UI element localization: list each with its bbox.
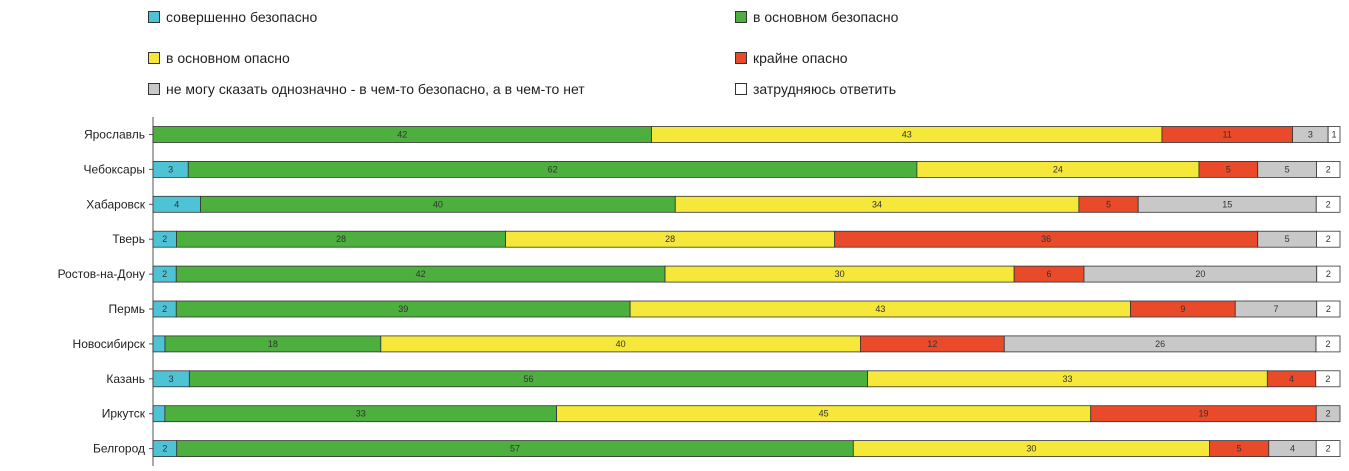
data-label: 45	[819, 409, 829, 419]
data-label: 43	[902, 130, 912, 140]
data-label: 18	[268, 339, 278, 349]
data-label: 5	[1226, 164, 1231, 174]
category-label: Казань	[106, 372, 145, 386]
data-label: 4	[1290, 444, 1295, 454]
data-label: 28	[665, 234, 675, 244]
data-label: 28	[336, 234, 346, 244]
data-label: 40	[433, 199, 443, 209]
data-label: 2	[1326, 304, 1331, 314]
data-label: 5	[1285, 234, 1290, 244]
data-label: 2	[1326, 444, 1331, 454]
bar-segment	[1316, 160, 1341, 178]
bar-segment	[1316, 230, 1341, 248]
data-label: 42	[397, 130, 407, 140]
data-label: 33	[356, 409, 366, 419]
data-label: 36	[1041, 234, 1051, 244]
legend-label: не могу сказать однозначно - в чем-то бе…	[166, 81, 585, 97]
data-label: 34	[872, 199, 882, 209]
category-label: Пермь	[109, 302, 145, 316]
data-label: 42	[416, 269, 426, 279]
data-label: 62	[548, 164, 558, 174]
legend-label: крайне опасно	[753, 50, 848, 66]
legend-item: совершенно безопасно	[148, 9, 317, 25]
category-label: Белгород	[93, 442, 145, 456]
legend-label: в основном опасно	[166, 50, 290, 66]
data-label: 20	[1195, 269, 1205, 279]
category-label: Новосибирск	[73, 337, 146, 351]
legend-item: в основном безопасно	[735, 9, 898, 25]
data-label: 9	[1180, 304, 1185, 314]
bar-segment	[1315, 405, 1341, 423]
bar-segment	[1315, 370, 1341, 388]
legend-item: не могу сказать однозначно - в чем-то бе…	[148, 81, 585, 97]
category-label: Иркутск	[102, 407, 146, 421]
data-label: 2	[1326, 409, 1331, 419]
data-label: 5	[1106, 199, 1111, 209]
data-label: 24	[1053, 164, 1063, 174]
data-label: 43	[875, 304, 885, 314]
legend-swatch	[148, 11, 160, 23]
legend-swatch	[735, 11, 747, 23]
data-label: 3	[168, 164, 173, 174]
data-label: 2	[162, 444, 167, 454]
bar-segment	[1315, 440, 1341, 458]
data-label: 2	[1326, 339, 1331, 349]
data-label: 2	[162, 304, 167, 314]
bar-segment	[1315, 195, 1341, 213]
data-label: 5	[1237, 444, 1242, 454]
data-label: 19	[1198, 409, 1208, 419]
legend-item: затрудняюсь ответить	[735, 81, 896, 97]
data-label: 30	[1026, 444, 1036, 454]
data-label: 2	[1325, 374, 1330, 384]
bar-segment	[1316, 300, 1341, 318]
data-label: 33	[1062, 374, 1072, 384]
data-label: 12	[927, 339, 937, 349]
bar-segment	[152, 335, 166, 353]
category-label: Ярославль	[84, 128, 145, 142]
category-label: Тверь	[112, 232, 145, 246]
data-label: 3	[169, 374, 174, 384]
bar-segment	[1315, 335, 1341, 353]
legend-label: в основном безопасно	[753, 9, 899, 25]
legend-swatch	[148, 83, 160, 95]
data-label: 4	[1289, 374, 1294, 384]
legend-label: совершенно безопасно	[166, 9, 318, 25]
legend-swatch	[148, 52, 160, 64]
category-label: Хабаровск	[86, 197, 146, 211]
data-label: 2	[1326, 199, 1331, 209]
data-label: 15	[1222, 199, 1232, 209]
data-label: 5	[1285, 164, 1290, 174]
legend-label: затрудняюсь ответить	[753, 81, 897, 97]
data-label: 2	[1326, 234, 1331, 244]
data-label: 26	[1155, 339, 1165, 349]
data-label: 2	[1326, 164, 1331, 174]
data-label: 57	[510, 444, 520, 454]
legend-swatch	[735, 52, 747, 64]
data-label: 39	[398, 304, 408, 314]
legend: совершенно безопасно в основном безопасно…	[0, 0, 1349, 110]
category-label: Ростов-на-Дону	[58, 267, 145, 281]
bar-segment	[152, 405, 166, 423]
legend-item: крайне опасно	[735, 50, 848, 66]
data-label: 6	[1047, 269, 1052, 279]
legend-swatch	[735, 83, 747, 95]
data-label: 56	[523, 374, 533, 384]
data-label: 11	[1223, 130, 1232, 140]
data-label: 2	[162, 269, 167, 279]
data-label: 30	[835, 269, 845, 279]
data-label: 40	[616, 339, 626, 349]
bar-segment	[1327, 126, 1341, 143]
category-label: Чебоксары	[84, 162, 145, 176]
data-label: 2	[162, 234, 167, 244]
data-label: 4	[174, 199, 179, 209]
bar-segment	[1316, 265, 1341, 283]
data-label: 3	[1308, 130, 1313, 140]
data-label: 7	[1273, 304, 1278, 314]
data-label: 1	[1332, 130, 1337, 140]
legend-item: в основном опасно	[148, 50, 290, 66]
data-label: 2	[1326, 269, 1331, 279]
